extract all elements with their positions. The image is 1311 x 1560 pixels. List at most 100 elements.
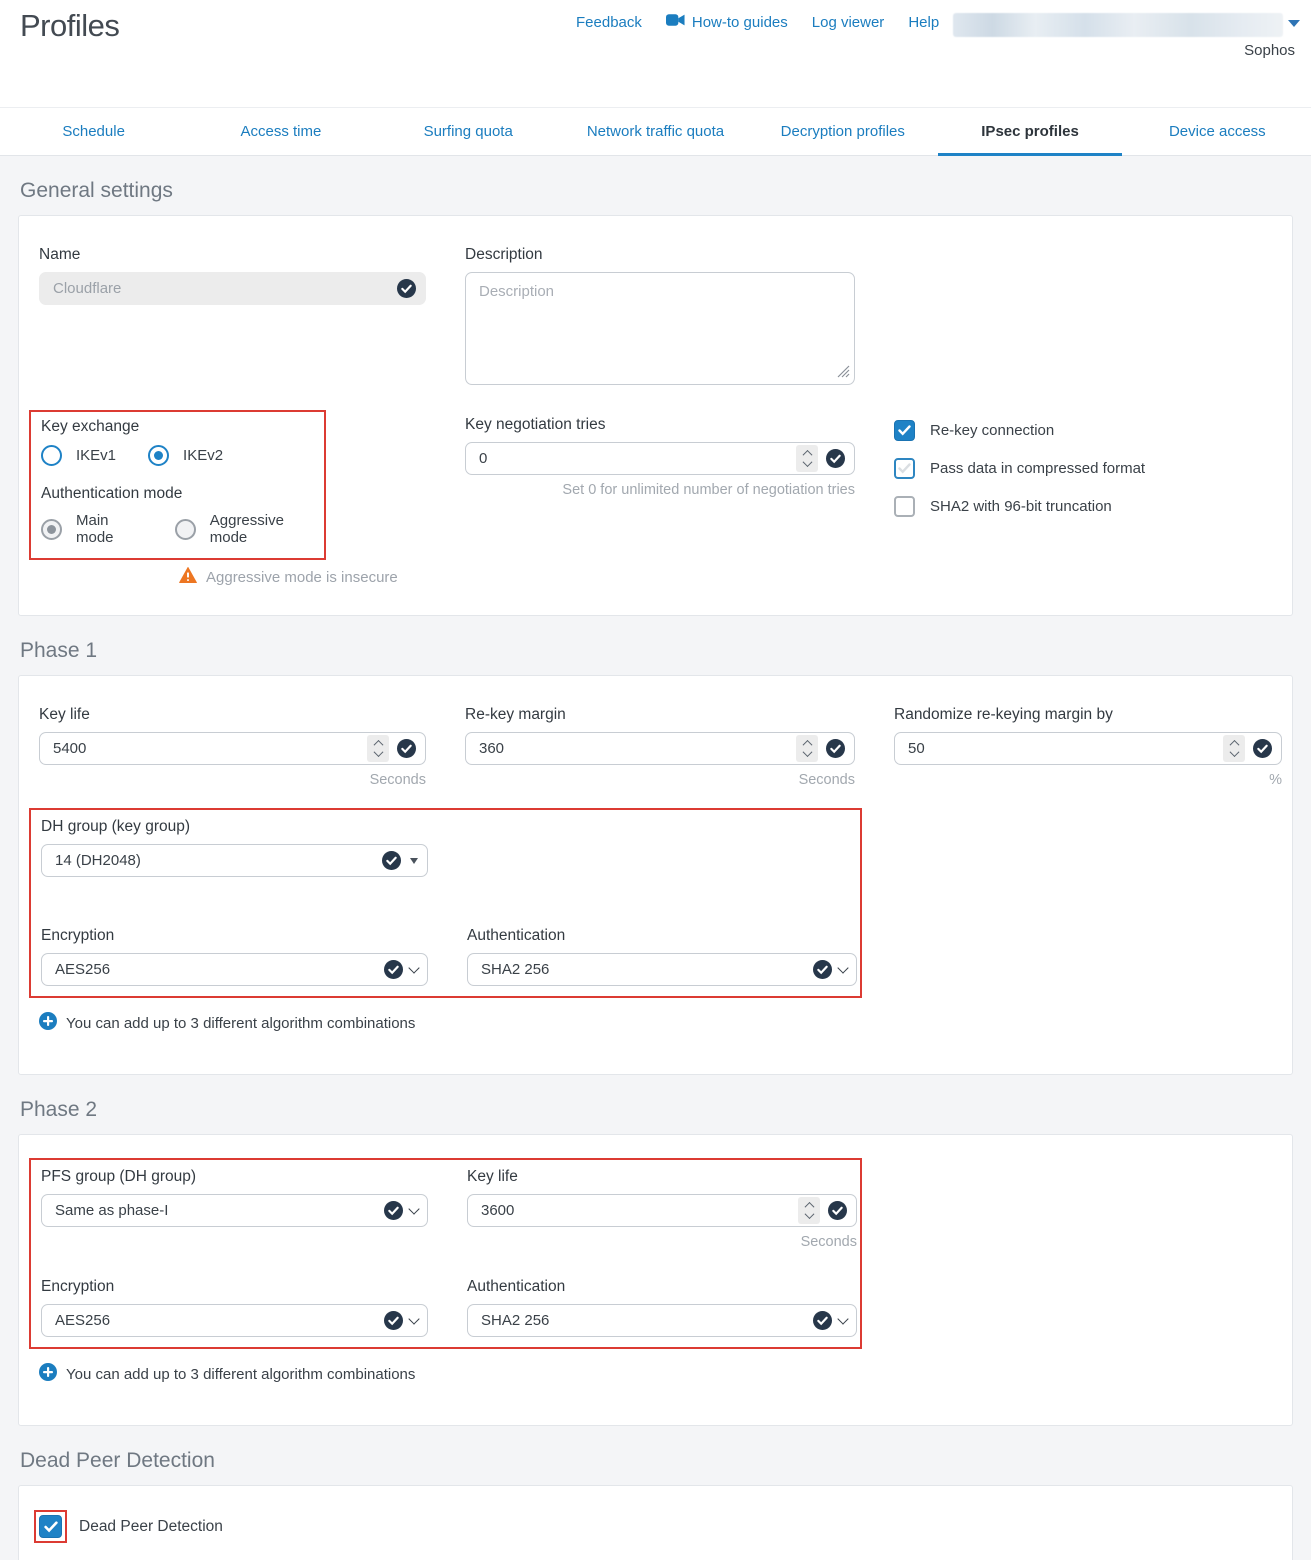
phase2-key-life-label: Key life — [467, 1168, 518, 1185]
sha2-truncation-label: SHA2 with 96-bit truncation — [930, 498, 1112, 515]
options-group: Re-key connection Pass data in compresse… — [894, 410, 1282, 517]
key-negotiation-field — [465, 442, 855, 475]
sha2-truncation-checkbox[interactable] — [894, 496, 915, 517]
phase2-add-note: You can add up to 3 different algorithm … — [39, 1363, 1280, 1385]
phase2-encryption-value: AES256 — [55, 1312, 111, 1329]
key-life-field — [39, 732, 426, 765]
randomize-label: Randomize re-keying margin by — [894, 706, 1113, 723]
check-circle-icon — [384, 960, 403, 979]
number-stepper[interactable] — [367, 735, 389, 762]
main-mode-label: Main mode — [76, 512, 114, 546]
phase2-encryption-select[interactable]: AES256 — [41, 1304, 428, 1337]
phase2-authentication-select[interactable]: SHA2 256 — [467, 1304, 857, 1337]
check-circle-icon — [813, 960, 832, 979]
page-title: Profiles — [20, 8, 120, 43]
phase1-card: Key life Seconds Re-key margin — [18, 675, 1293, 1075]
rekey-margin-input[interactable] — [479, 740, 796, 757]
encryption-value: AES256 — [55, 961, 111, 978]
aggressive-mode-radio[interactable] — [174, 518, 196, 540]
unit-label: Seconds — [798, 772, 855, 788]
annotation-box-phase2-algorithms: PFS group (DH group) Same as phase-I Key… — [29, 1158, 862, 1349]
caret-down-icon[interactable] — [1288, 20, 1300, 27]
chevron-down-icon — [408, 961, 420, 974]
rekey-margin-label: Re-key margin — [465, 706, 566, 723]
number-stepper[interactable] — [1223, 735, 1245, 762]
check-circle-icon — [813, 1311, 832, 1330]
check-circle-icon — [384, 1201, 403, 1220]
aggressive-mode-label: Aggressive mode — [209, 512, 284, 546]
randomize-input[interactable] — [908, 740, 1223, 757]
header-links: Feedback How-to guides Log viewer Help — [576, 13, 939, 31]
chevron-down-icon — [408, 1312, 420, 1325]
add-icon[interactable] — [39, 1012, 57, 1034]
add-icon[interactable] — [39, 1363, 57, 1385]
tab-ipsec-profiles[interactable]: IPsec profiles — [936, 108, 1123, 156]
tab-device-access[interactable]: Device access — [1168, 123, 1266, 140]
pfs-group-label: PFS group (DH group) — [41, 1168, 197, 1185]
number-stepper[interactable] — [796, 445, 818, 472]
brand-label: Sophos — [1244, 42, 1295, 59]
key-life-label: Key life — [39, 706, 90, 723]
howto-guides-link[interactable]: How-to guides — [665, 13, 788, 31]
dh-group-group: DH group (key group) 14 (DH2048) — [41, 818, 428, 877]
annotation-box-key-exchange: Key exchange IKEv1 IKEv2 Authentication … — [29, 410, 326, 560]
dh-group-value: 14 (DH2048) — [55, 852, 141, 869]
check-circle-icon — [1253, 739, 1272, 758]
tab-schedule[interactable]: Schedule — [62, 123, 125, 140]
name-field-group: Name — [39, 246, 426, 305]
check-circle-icon — [384, 1311, 403, 1330]
ikev1-label: IKEv1 — [76, 447, 117, 464]
dpd-enable-checkbox[interactable] — [39, 1515, 62, 1538]
rekey-margin-group: Re-key margin Seconds — [465, 706, 855, 788]
phase2-key-life-field — [467, 1194, 857, 1227]
help-link[interactable]: Help — [908, 13, 940, 31]
dpd-card: Dead Peer Detection Check peer after eve… — [18, 1485, 1293, 1560]
name-input[interactable] — [53, 280, 397, 297]
aggressive-warning: Aggressive mode is insecure — [179, 567, 426, 587]
authentication-label: Authentication — [467, 927, 566, 944]
chevron-down-icon — [408, 1202, 420, 1215]
check-circle-icon — [397, 739, 416, 758]
tab-network-traffic-quota[interactable]: Network traffic quota — [586, 123, 725, 140]
main-mode-radio[interactable] — [41, 518, 62, 540]
general-settings-card: Name Description — [18, 215, 1293, 616]
ikev2-radio[interactable] — [148, 445, 170, 466]
dh-group-select[interactable]: 14 (DH2048) — [41, 844, 428, 877]
check-circle-icon — [826, 449, 845, 468]
tab-access-time[interactable]: Access time — [240, 123, 322, 140]
ikev1-radio[interactable] — [41, 445, 62, 466]
phase1-heading: Phase 1 — [20, 639, 98, 662]
check-circle-icon — [397, 279, 416, 298]
log-viewer-link[interactable]: Log viewer — [811, 13, 885, 31]
number-stepper[interactable] — [796, 735, 818, 762]
pfs-group-select[interactable]: Same as phase-I — [41, 1194, 428, 1227]
description-field-group: Description — [465, 246, 855, 390]
key-negotiation-help: Set 0 for unlimited number of negotiatio… — [562, 482, 855, 498]
phase2-key-life-group: Key life Seconds — [467, 1168, 857, 1250]
key-life-input[interactable] — [53, 740, 367, 757]
description-textarea[interactable] — [465, 272, 855, 385]
key-negotiation-input[interactable] — [479, 450, 796, 467]
tab-decryption-profiles[interactable]: Decryption profiles — [780, 123, 905, 140]
encryption-select[interactable]: AES256 — [41, 953, 428, 986]
annotation-box-dpd-checkbox — [34, 1510, 67, 1543]
dpd-heading: Dead Peer Detection — [20, 1449, 215, 1472]
phase2-key-life-input[interactable] — [481, 1202, 798, 1219]
unit-label: Seconds — [800, 1234, 857, 1250]
pass-data-checkbox[interactable] — [894, 458, 915, 479]
key-exchange-label: Key exchange — [41, 418, 140, 435]
number-stepper[interactable] — [798, 1197, 820, 1224]
account-selector[interactable] — [953, 13, 1283, 37]
authentication-select[interactable]: SHA2 256 — [467, 953, 857, 986]
description-label: Description — [465, 246, 543, 263]
warning-icon — [179, 567, 197, 587]
check-circle-icon — [828, 1201, 847, 1220]
key-life-group: Key life Seconds — [39, 706, 426, 788]
feedback-link[interactable]: Feedback — [576, 13, 642, 31]
rekey-connection-label: Re-key connection — [930, 422, 1055, 439]
general-settings-heading: General settings — [20, 179, 173, 202]
check-circle-icon — [382, 851, 401, 870]
tab-surfing-quota[interactable]: Surfing quota — [423, 123, 513, 140]
phase2-heading: Phase 2 — [20, 1098, 98, 1121]
rekey-connection-checkbox[interactable] — [894, 420, 915, 441]
